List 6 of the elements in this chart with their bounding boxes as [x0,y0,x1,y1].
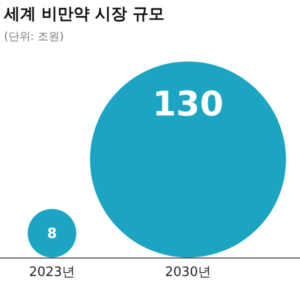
data-label: 130 [152,84,224,124]
text: (단위: 조원) [4,30,64,43]
data-label: 8 [47,226,57,242]
category-label: 2023년 [28,265,76,280]
text: 세계 비만약 시장 규모 [3,4,165,23]
category-label: 2030년 [164,265,212,280]
